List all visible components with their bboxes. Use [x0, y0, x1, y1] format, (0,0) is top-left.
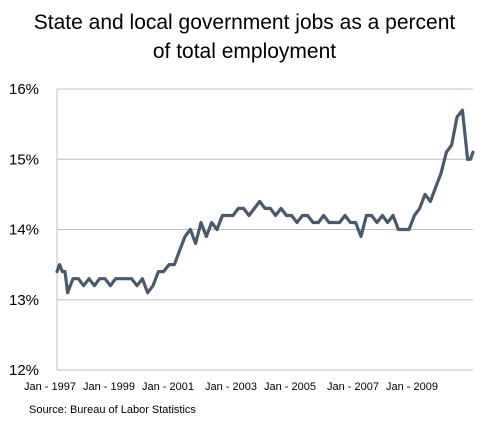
x-tick-label: Jan - 1999	[83, 381, 135, 393]
y-tick-label: 16%	[9, 81, 39, 98]
x-tick-label: Jan - 2003	[205, 381, 257, 393]
x-tick-label: Jan - 1997	[24, 381, 76, 393]
y-tick-label: 14%	[9, 222, 39, 239]
source-note: Source: Bureau of Labor Statistics	[29, 404, 196, 416]
series-line	[55, 108, 475, 295]
chart-title: State and local government jobs as a per…	[0, 8, 489, 66]
y-tick-label: 15%	[9, 151, 39, 168]
y-tick-label: 13%	[9, 292, 39, 309]
x-tick-label: Jan - 2005	[264, 381, 316, 393]
chart-title-line-2: of total employment	[152, 40, 337, 63]
y-tick-label: 12%	[9, 362, 39, 379]
x-tick-label: Jan - 2007	[327, 381, 379, 393]
chart-title-line-1: State and local government jobs as a per…	[33, 11, 456, 34]
x-tick-label: Jan - 2009	[386, 381, 438, 393]
x-tick-label: Jan - 2001	[142, 381, 194, 393]
